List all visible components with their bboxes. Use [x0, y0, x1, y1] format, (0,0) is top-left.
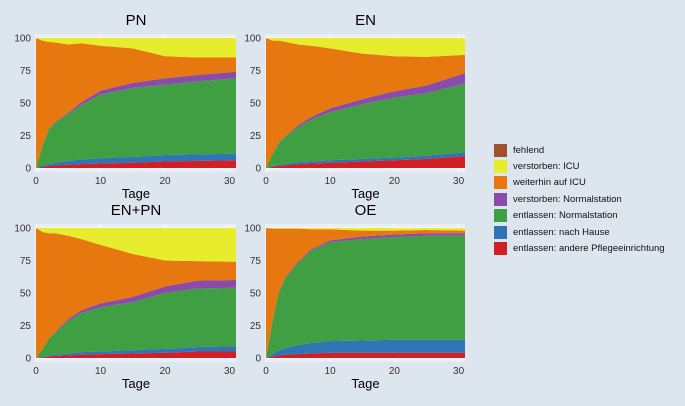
- chart-panel: PN 0 25 50 75 100 0 10 20 30 Tage: [14, 12, 236, 201]
- x-tick-label: 0: [263, 176, 269, 187]
- legend-label: verstorben: ICU: [513, 161, 580, 173]
- y-tick-label: 75: [20, 66, 32, 77]
- chart-panel: EN+PN 0 25 50 75 100 0 10 20 30 Tage: [14, 202, 236, 391]
- x-axis-label: Tage: [351, 376, 379, 391]
- y-tick-label: 50: [20, 289, 32, 300]
- legend-label: verstorben: Normalstation: [513, 193, 622, 205]
- legend-swatch: [494, 242, 507, 256]
- x-tick-label: 20: [159, 366, 171, 377]
- area-series: [266, 228, 465, 231]
- chart-panel: EN 0 25 50 75 100 0 10 20 30 Tage: [244, 12, 465, 201]
- area-series: [36, 78, 236, 168]
- legend-swatch: [494, 160, 507, 174]
- area-series: [36, 160, 236, 168]
- x-tick-label: 30: [453, 176, 465, 187]
- area-series: [266, 83, 465, 168]
- legend-item: verstorben: Normalstation: [494, 191, 679, 207]
- y-tick-label: 25: [20, 321, 32, 332]
- area-series: [266, 339, 465, 358]
- area-series: [36, 228, 236, 358]
- x-tick-label: 10: [325, 176, 337, 187]
- panel-title: EN: [355, 12, 376, 29]
- area-series: [36, 153, 236, 168]
- y-tick-label: 50: [250, 99, 262, 110]
- area-series: [36, 351, 236, 358]
- legend-label: entlassen: Normalstation: [513, 210, 618, 222]
- legend-swatch: [494, 192, 507, 206]
- y-tick-label: 0: [25, 354, 31, 365]
- legend-item: verstorben: ICU: [494, 158, 679, 174]
- y-tick-label: 0: [25, 164, 31, 175]
- y-tick-label: 75: [250, 256, 262, 267]
- x-tick-label: 0: [33, 176, 39, 187]
- y-tick-label: 75: [250, 66, 262, 77]
- legend-swatch: [494, 209, 507, 223]
- x-tick-label: 20: [389, 366, 401, 377]
- y-tick-label: 0: [255, 164, 261, 175]
- x-axis-label: Tage: [122, 376, 150, 391]
- area-series: [36, 38, 236, 58]
- y-tick-label: 100: [244, 224, 261, 235]
- x-axis-label: Tage: [122, 186, 150, 201]
- x-tick-label: 30: [453, 366, 465, 377]
- y-tick-label: 50: [250, 289, 262, 300]
- legend: fehlend verstorben: ICU weiterhin auf IC…: [494, 142, 679, 257]
- x-tick-label: 10: [95, 176, 107, 187]
- legend-item: entlassen: andere Pflegeeinrichtung: [494, 240, 679, 256]
- legend-item: entlassen: nach Hause: [494, 224, 679, 240]
- area-series: [266, 38, 465, 57]
- x-tick-label: 10: [325, 366, 337, 377]
- area-series: [36, 228, 236, 262]
- legend-swatch: [494, 176, 507, 190]
- y-tick-label: 100: [14, 34, 31, 45]
- x-tick-label: 0: [263, 366, 269, 377]
- area-series: [266, 156, 465, 168]
- area-series: [266, 352, 465, 358]
- area-series: [36, 38, 236, 168]
- chart-panel: OE 0 25 50 75 100 0 10 20 30 Tage: [244, 202, 465, 391]
- y-tick-label: 25: [20, 131, 32, 142]
- area-series: [266, 235, 465, 358]
- legend-swatch: [494, 225, 507, 239]
- area-series: [36, 280, 236, 358]
- legend-label: fehlend: [513, 144, 545, 156]
- y-tick-label: 25: [250, 321, 262, 332]
- x-axis-label: Tage: [351, 186, 379, 201]
- legend-label: weiterhin auf ICU: [513, 177, 586, 189]
- legend-item: entlassen: Normalstation: [494, 208, 679, 224]
- y-tick-label: 75: [20, 256, 32, 267]
- panel-title: EN+PN: [111, 202, 161, 219]
- area-series: [266, 228, 465, 358]
- y-tick-label: 100: [14, 224, 31, 235]
- area-series: [266, 152, 465, 168]
- x-tick-label: 0: [33, 366, 39, 377]
- x-tick-label: 10: [95, 366, 107, 377]
- area-series: [266, 38, 465, 168]
- x-tick-label: 30: [224, 366, 236, 377]
- y-tick-label: 100: [244, 34, 261, 45]
- y-tick-label: 0: [255, 354, 261, 365]
- legend-item: fehlend: [494, 142, 679, 158]
- x-tick-label: 30: [224, 176, 236, 187]
- area-series: [36, 346, 236, 358]
- legend-label: entlassen: nach Hause: [513, 226, 610, 238]
- y-tick-label: 25: [250, 131, 262, 142]
- legend-label: entlassen: andere Pflegeeinrichtung: [513, 243, 665, 255]
- area-series: [36, 287, 236, 358]
- x-tick-label: 20: [159, 176, 171, 187]
- panel-title: PN: [126, 12, 147, 29]
- y-tick-label: 50: [20, 99, 32, 110]
- panel-title: OE: [355, 202, 377, 219]
- legend-item: weiterhin auf ICU: [494, 175, 679, 191]
- legend-swatch: [494, 143, 507, 157]
- area-series: [266, 73, 465, 168]
- x-tick-label: 20: [389, 176, 401, 187]
